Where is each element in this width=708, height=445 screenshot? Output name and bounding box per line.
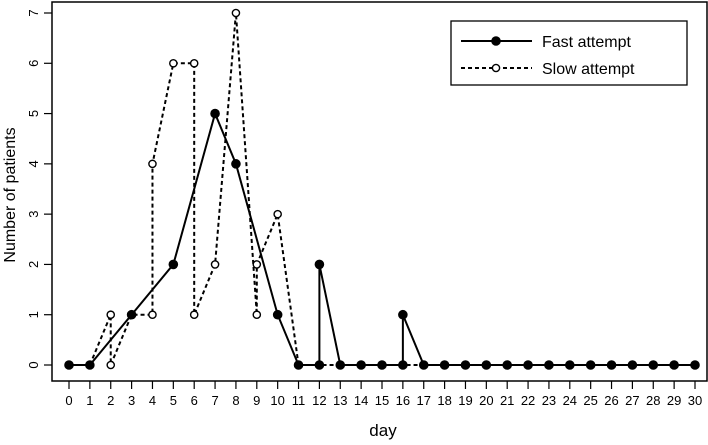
slow-attempt-point <box>189 58 199 68</box>
fast-attempt-point <box>418 360 429 370</box>
fast-attempt-point <box>85 360 95 370</box>
y-tick-label: 7 <box>26 9 41 16</box>
fast-attempt-point <box>210 108 220 119</box>
fast-attempt-point <box>126 309 137 320</box>
x-tick-label: 23 <box>542 393 556 408</box>
fast-attempt-point <box>481 360 492 370</box>
fast-attempt-point <box>502 360 513 370</box>
legend: Fast attempt Slow attempt <box>450 20 688 86</box>
y-tick-label: 1 <box>26 311 41 318</box>
x-tick-label: 9 <box>253 393 260 408</box>
fast-attempt-point <box>627 360 638 370</box>
legend-label-fast-attempt: Fast attempt <box>542 34 631 51</box>
x-tick-label: 22 <box>521 393 535 408</box>
slow-attempt-point <box>252 310 262 320</box>
x-tick-label: 7 <box>211 393 218 408</box>
fast-attempt-line <box>69 110 695 366</box>
slow-attempt-point <box>231 8 241 18</box>
x-tick-label: 25 <box>583 393 597 408</box>
legend-marker-fast-attempt <box>491 36 501 46</box>
fast-attempt-point <box>335 360 346 370</box>
fast-attempt-point <box>523 360 533 370</box>
fast-attempt-point <box>565 360 575 370</box>
plot-frame <box>51 1 708 382</box>
slow-attempt-point <box>189 310 199 320</box>
fast-attempt-point <box>439 360 450 370</box>
fast-attempt-point <box>648 360 659 370</box>
fast-attempt-point <box>293 360 304 370</box>
x-tick-label: 21 <box>500 393 514 408</box>
slow-attempt-point <box>148 310 157 320</box>
y-tick-label: 5 <box>26 110 41 117</box>
x-tick-label: 15 <box>375 393 389 408</box>
x-tick-label: 12 <box>312 393 326 408</box>
x-tick-label: 29 <box>667 393 681 408</box>
x-tick-label: 5 <box>170 393 177 408</box>
x-tick-label: 11 <box>292 393 306 408</box>
fast-attempt-point <box>231 159 241 169</box>
fast-attempt-point <box>377 360 387 370</box>
x-tick-label: 19 <box>458 393 472 408</box>
slow-attempt-point <box>210 260 220 269</box>
fast-attempt-point <box>460 360 471 370</box>
y-tick-label: 3 <box>26 211 41 218</box>
x-tick-label: 28 <box>646 393 660 408</box>
fast-attempt-point <box>64 360 74 370</box>
fast-attempt-point <box>544 360 554 370</box>
x-tick-label: 17 <box>416 393 430 408</box>
y-tick-label: 6 <box>26 60 41 67</box>
x-tick-label: 24 <box>563 393 577 408</box>
x-tick-label: 10 <box>270 393 284 408</box>
fast-attempt-point <box>690 360 700 370</box>
x-tick-label: 6 <box>191 393 198 408</box>
slow-attempt-point <box>148 159 157 169</box>
x-tick-label: 4 <box>149 393 156 408</box>
y-axis-title: Number of patients <box>2 127 19 262</box>
y-tick-label: 0 <box>26 361 41 368</box>
legend-label-slow-attempt: Slow attempt <box>542 61 635 78</box>
fast-attempt-point <box>398 309 408 320</box>
fast-attempt-point <box>606 360 617 370</box>
slow-attempt-point <box>106 360 116 370</box>
legend-marker-slow-attempt <box>491 63 501 73</box>
x-tick-label: 27 <box>625 393 639 408</box>
x-tick-label: 2 <box>107 393 114 408</box>
x-axis-title: day <box>369 421 397 440</box>
x-tick-label: 14 <box>354 393 368 408</box>
fast-attempt-point <box>168 259 179 270</box>
axes-layer: 0 1 2 3 4 5 6 7 8 9 10 11 12 13 14 15 16 17 18 19 20 21 22 23 24… <box>26 1 708 408</box>
slow-attempt-point <box>252 260 262 269</box>
fast-attempt-point <box>314 259 325 270</box>
x-tick-label: 26 <box>604 393 618 408</box>
y-tick-label: 2 <box>26 261 41 268</box>
slow-attempt-point <box>106 310 116 320</box>
x-tick-label: 3 <box>128 393 135 408</box>
fast-attempt-point <box>669 360 679 370</box>
fast-attempt-point <box>314 360 325 370</box>
x-tick-label: 18 <box>437 393 451 408</box>
series-layer <box>64 8 700 370</box>
fast-attempt-point <box>272 309 283 320</box>
fast-attempt-point <box>398 360 408 370</box>
x-tick-label: 1 <box>86 393 93 408</box>
x-tick-label: 13 <box>333 393 347 408</box>
slow-attempt-point <box>273 209 282 219</box>
x-tick-label: 30 <box>688 393 702 408</box>
legend-box <box>450 20 688 86</box>
x-tick-label: 20 <box>479 393 493 408</box>
x-tick-label: 0 <box>65 393 72 408</box>
x-tick-label: 8 <box>232 393 239 408</box>
fast-attempt-point <box>585 360 596 370</box>
slow-attempt-point <box>169 58 178 68</box>
fast-attempt-point <box>356 360 366 370</box>
x-tick-label: 16 <box>396 393 410 408</box>
y-tick-label: 4 <box>26 160 41 167</box>
